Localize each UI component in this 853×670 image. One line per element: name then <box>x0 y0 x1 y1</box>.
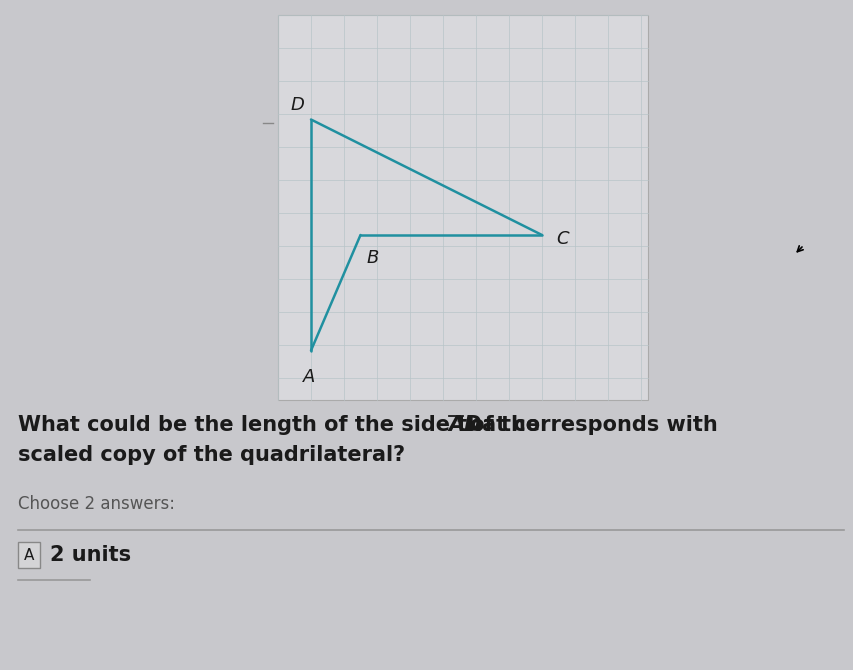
Text: scaled copy of the quadrilateral?: scaled copy of the quadrilateral? <box>18 445 404 465</box>
Text: 2 units: 2 units <box>50 545 131 565</box>
Text: D: D <box>290 96 304 115</box>
Text: A: A <box>303 369 315 387</box>
Text: A: A <box>24 547 34 563</box>
Text: What could be the length of the side that corresponds with: What could be the length of the side tha… <box>18 415 724 435</box>
Text: C: C <box>555 230 568 248</box>
Text: AD: AD <box>448 415 482 435</box>
Bar <box>18 542 40 568</box>
Bar <box>278 15 647 400</box>
Text: of the: of the <box>462 415 539 435</box>
Text: B: B <box>366 249 378 267</box>
Text: Choose 2 answers:: Choose 2 answers: <box>18 495 175 513</box>
